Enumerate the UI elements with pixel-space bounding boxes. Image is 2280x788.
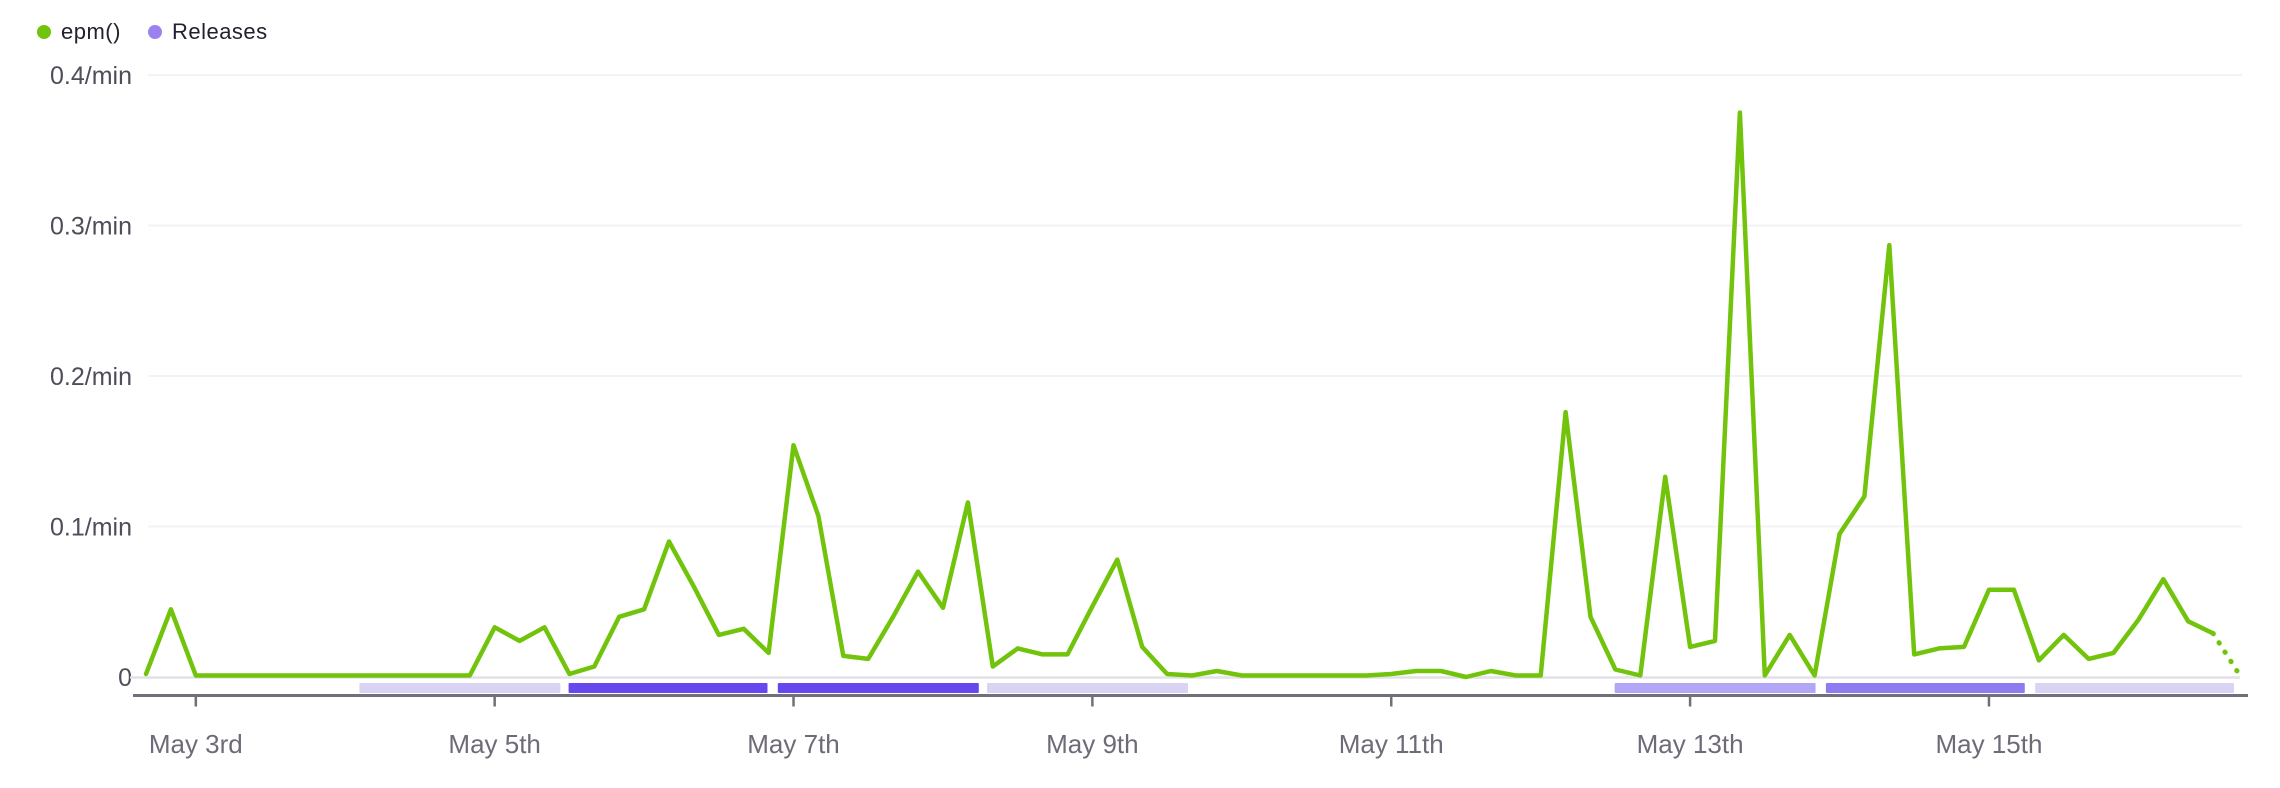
x-axis-label: May 5th <box>448 729 541 759</box>
release-bar[interactable] <box>1614 683 1816 693</box>
x-axis-label: May 9th <box>1046 729 1139 759</box>
x-axis-label: May 15th <box>1935 729 2042 759</box>
y-axis-label: 0.2/min <box>50 363 132 391</box>
legend: epm() Releases <box>37 19 268 45</box>
legend-item-releases[interactable]: Releases <box>147 19 268 45</box>
release-bar[interactable] <box>568 683 768 693</box>
epm-series-line <box>143 110 2216 680</box>
y-axis-label: 0.4/min <box>50 62 132 90</box>
y-axis-label: 0 <box>118 664 132 692</box>
release-bar[interactable] <box>359 683 561 693</box>
releases-series-dot-icon <box>147 25 162 39</box>
legend-item-epm[interactable]: epm() <box>37 19 121 45</box>
x-axis-label: May 7th <box>747 729 840 759</box>
x-axis-label: May 3rd <box>149 729 243 759</box>
legend-label-epm: epm() <box>61 19 121 44</box>
y-axis-label: 0.1/min <box>50 514 132 542</box>
y-axis-label: 0.3/min <box>50 213 132 241</box>
legend-label-releases: Releases <box>171 19 268 44</box>
release-bar[interactable] <box>2035 683 2234 693</box>
epm-series-line-dotted-tail <box>2210 630 2241 675</box>
release-bar[interactable] <box>986 683 1188 693</box>
release-bar[interactable] <box>1825 683 2025 693</box>
epm-series-dot-icon <box>37 25 51 39</box>
release-bar[interactable] <box>777 683 979 693</box>
x-axis-label: May 13th <box>1637 729 1744 759</box>
x-axis-label: May 11th <box>1339 729 1444 759</box>
